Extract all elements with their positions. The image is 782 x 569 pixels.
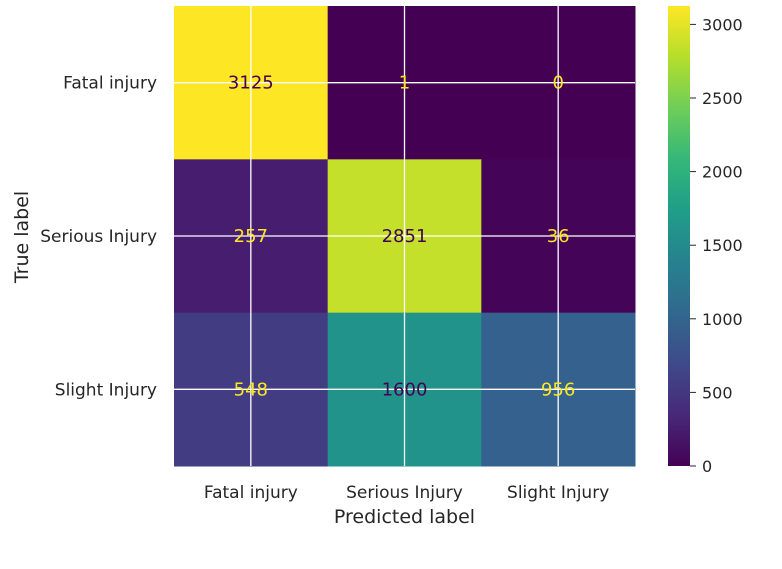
cell-value-label: 0 (552, 73, 563, 94)
y-tick-labels: Fatal injury Serious Injury Slight Injury (40, 74, 157, 401)
colorbar-tick-label: 2500 (702, 89, 743, 108)
y-axis-label: True label (11, 191, 33, 284)
colorbar-tick-label: 1000 (702, 310, 743, 329)
x-tick-label: Fatal injury (204, 483, 298, 503)
x-tick-label: Slight Injury (507, 483, 609, 503)
colorbar-tick-label: 0 (702, 457, 712, 476)
cell-value-label: 2851 (382, 226, 428, 247)
x-tick-label: Serious Injury (346, 483, 463, 503)
cell-value-label: 257 (234, 226, 268, 247)
colorbar-ticks: 0 500 1000 1500 2000 2500 3000 (690, 15, 743, 476)
colorbar-gradient (668, 6, 690, 466)
cell-value-label: 1 (399, 73, 410, 94)
colorbar-tick-label: 1500 (702, 236, 743, 255)
cell-value-label: 3125 (228, 73, 274, 94)
cell-value-label: 36 (547, 226, 570, 247)
y-tick-label: Fatal injury (63, 74, 157, 94)
colorbar-tick-label: 500 (702, 383, 733, 402)
cell-value-label: 1600 (382, 379, 428, 400)
y-tick-label: Slight Injury (55, 380, 157, 400)
y-tick-label: Serious Injury (40, 227, 157, 247)
x-tick-labels: Fatal injury Serious Injury Slight Injury (204, 483, 609, 503)
cell-value-label: 956 (541, 379, 575, 400)
cell-value-labels: 3125 1 0 257 2851 36 548 1600 956 (228, 73, 575, 401)
heatmap-grid (174, 6, 635, 466)
colorbar: 0 500 1000 1500 2000 2500 3000 (668, 6, 743, 476)
colorbar-tick-label: 3000 (702, 15, 743, 34)
colorbar-tick-label: 2000 (702, 163, 743, 182)
x-axis-label: Predicted label (334, 506, 475, 528)
cell-value-label: 548 (234, 379, 268, 400)
